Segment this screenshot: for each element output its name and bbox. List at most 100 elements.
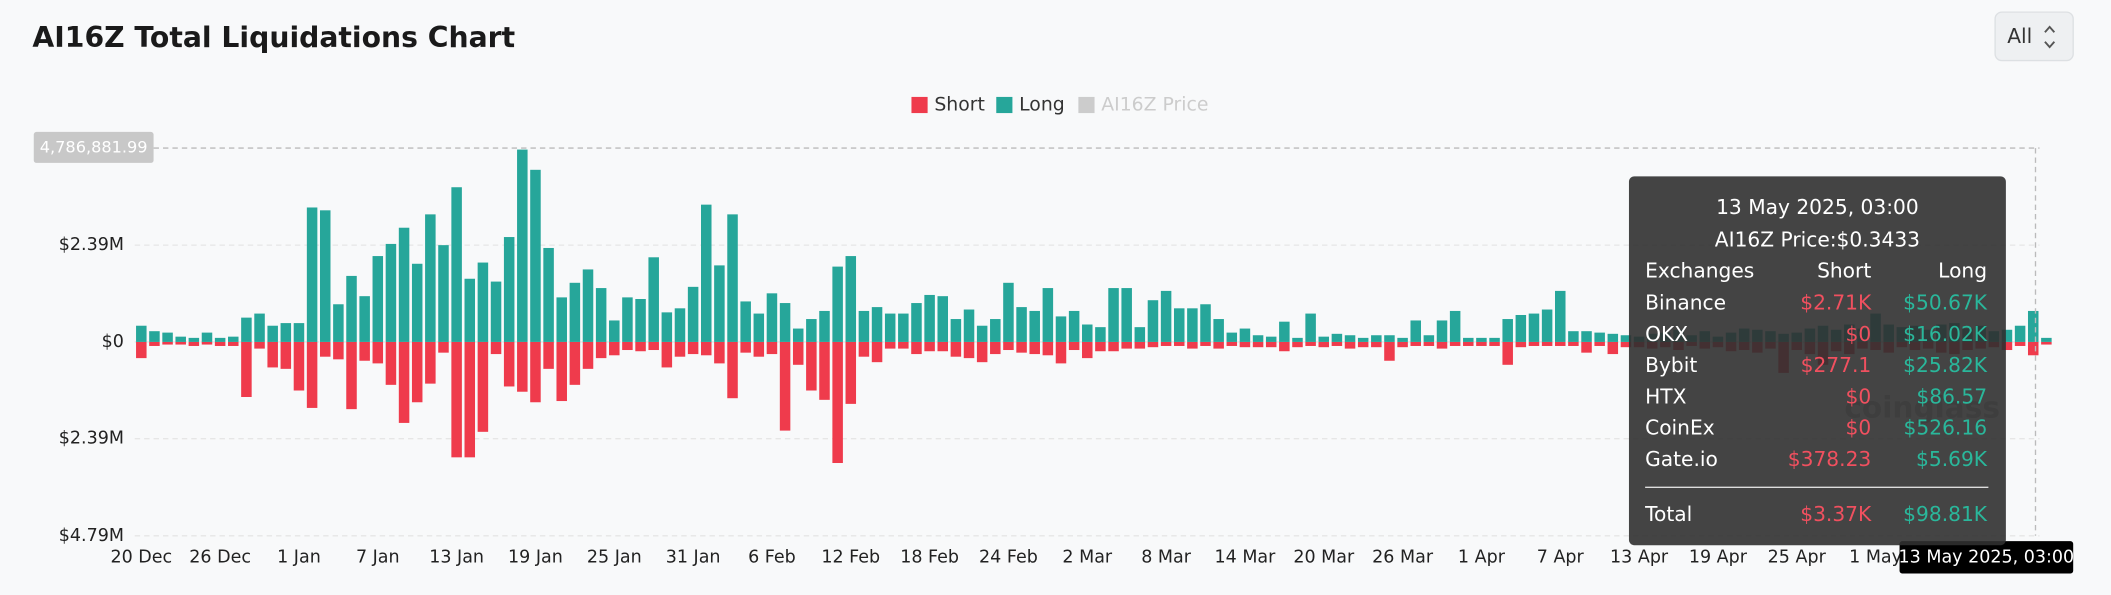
bar [1331,341,1343,346]
tooltip-cell: $86.57 [1916,384,1987,408]
bar [2041,337,2052,342]
tooltip-header: Short [1817,258,1871,282]
bar [1095,341,1106,352]
tooltip-cell: $526.16 [1904,416,1987,440]
bar [241,341,252,397]
bar [609,341,620,356]
bar [1305,313,1316,342]
crosshair-x-box [1899,541,2074,574]
bar [293,341,305,391]
bar [411,263,423,342]
bar [898,341,909,349]
bar [924,294,935,342]
bar [1082,324,1093,342]
tooltip-header: Exchanges [1645,258,1754,282]
bar [950,319,962,342]
tooltip-total: $98.81K [1903,502,1988,526]
bar [385,341,397,385]
bar [333,341,344,360]
bar [714,341,725,364]
bar [201,332,213,342]
x-tick-label: 7 Apr [1537,547,1585,567]
range-selector[interactable] [1994,11,2074,62]
tooltip-cell: $2.71K [1800,291,1872,315]
bar [1502,319,1513,342]
x-tick-label: 7 Jan [356,547,400,567]
chart-title: AI16Z Total Liquidations Chart [32,21,515,54]
bar [1449,310,1461,342]
bar [1528,313,1540,342]
bar [346,275,357,342]
bar [1581,341,1592,353]
bar [201,341,213,345]
bar [411,341,423,403]
x-tick-label: 25 Jan [587,547,642,567]
bar [740,341,751,353]
x-tick-label: 19 Apr [1689,547,1748,567]
bar [1502,341,1513,365]
bar [1594,332,1605,342]
bar [1134,327,1146,342]
bar [740,301,751,342]
bar [1344,335,1356,342]
bar [556,297,567,342]
bar [1003,282,1014,342]
bar [1344,341,1356,349]
bar [976,341,988,363]
bar [398,341,410,423]
x-tick-label: 8 Mar [1141,547,1192,567]
bar [1371,341,1382,348]
bar [687,286,699,342]
bar [1121,341,1132,349]
x-tick-label: 2 Mar [1062,547,1113,567]
bar [1305,341,1316,346]
bar [464,278,476,342]
range-selector-label[interactable]: All [2007,24,2032,48]
bar [477,262,489,342]
bar [398,227,410,342]
bar [372,341,384,364]
bar [385,243,397,342]
x-tick-label: 19 Jan [508,547,563,567]
bar [214,337,226,342]
bar [214,341,226,346]
bar [149,331,160,342]
x-tick-label: 1 Apr [1458,547,1506,567]
bar [1121,288,1132,342]
bar [359,296,370,342]
bar [1160,290,1172,342]
bar [950,341,962,357]
bar [1187,341,1198,349]
bar [1252,335,1264,342]
bar [1463,337,1474,342]
bar [1384,335,1395,342]
bar [1108,288,1119,342]
bar [1384,341,1395,361]
legend-label: Short [934,95,985,116]
bar [1331,333,1343,342]
bar [1160,341,1172,346]
y-tick-label: $2.39M [59,429,124,449]
y-tick-label: $0 [102,332,124,352]
crosshair-y-label: 4,786,881.99 [40,138,148,157]
bar [1265,341,1277,348]
bar [1187,308,1198,342]
tooltip-cell: $25.82K [1903,353,1988,377]
legend-label: Long [1019,95,1065,116]
tooltip-cell: $0 [1846,322,1872,346]
bar [622,297,633,342]
bar [845,341,857,404]
tooltip-cell: $0 [1846,416,1872,440]
x-tick-label: 1 Jan [277,547,321,567]
bar [1357,337,1369,342]
bar [1607,333,1619,342]
tooltip-cell: HTX [1645,384,1687,408]
bar [2014,341,2026,346]
bar [319,341,331,357]
bar [228,341,239,346]
bar [267,341,278,368]
bar [530,169,541,342]
x-tick-label: 6 Feb [748,547,796,567]
bar [819,341,830,400]
bar [254,341,265,349]
